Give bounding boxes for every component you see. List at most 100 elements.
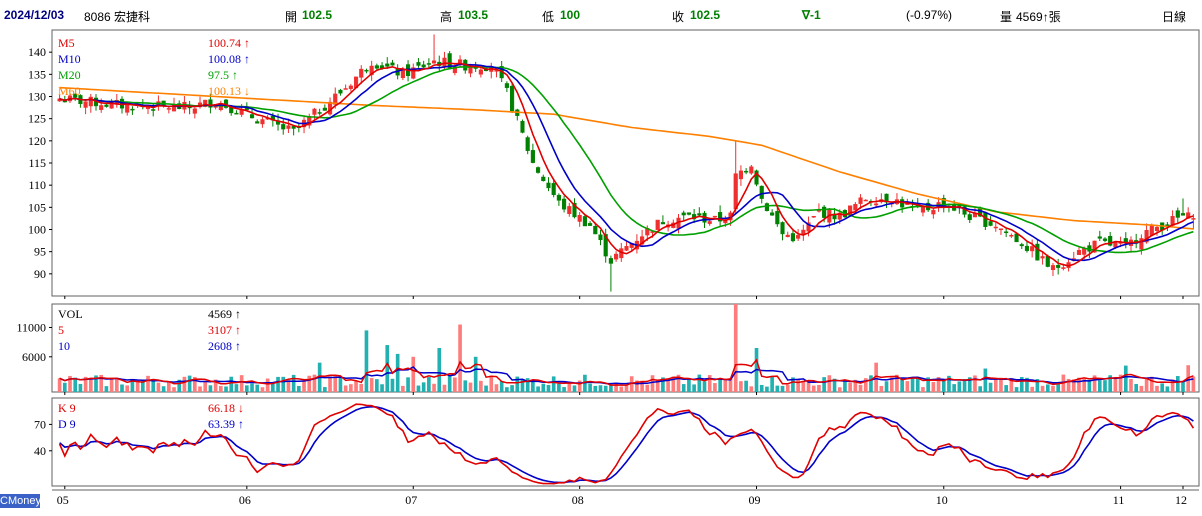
volume-bar <box>863 378 868 392</box>
price-tick-label: 120 <box>28 134 46 148</box>
volume-bar <box>765 386 769 392</box>
volume-bar <box>967 377 972 392</box>
candle-body <box>1024 245 1030 251</box>
candle-body <box>88 96 93 107</box>
volume-bar <box>853 379 858 392</box>
volume-bar <box>1144 378 1149 392</box>
volume-bar <box>182 376 187 392</box>
candle-body <box>510 85 515 112</box>
candle-body <box>608 258 613 264</box>
volume-bar <box>718 378 722 392</box>
candle-body <box>582 216 587 227</box>
volume-bar <box>73 377 78 392</box>
volume-bar <box>1170 379 1175 392</box>
volume-bar <box>525 378 530 392</box>
volume-bar <box>354 380 358 392</box>
volume-bar <box>962 379 967 392</box>
volume-bar <box>1113 377 1118 392</box>
candle-body <box>603 234 608 257</box>
legend-m60: M60 <box>58 84 81 98</box>
price-tick-label: 90 <box>34 267 46 281</box>
kd-legend-value-1: 63.39 ↑ <box>208 417 244 431</box>
volume-bar <box>463 380 468 392</box>
candle-body <box>785 234 790 238</box>
candle-body <box>1102 238 1108 241</box>
candle-body <box>364 69 369 72</box>
candle-body <box>764 203 769 212</box>
candle-body <box>900 199 905 208</box>
candle-body <box>1030 246 1035 252</box>
low-value: 100 <box>560 8 581 22</box>
volume-bar <box>988 382 993 392</box>
volume-bar <box>114 377 119 392</box>
candle-body <box>338 89 343 94</box>
candle-body <box>718 212 723 222</box>
volume-bar <box>458 324 462 392</box>
volume-bar <box>739 381 743 392</box>
volume-bar <box>161 386 166 392</box>
candle-body <box>712 215 717 218</box>
candle-body <box>286 125 291 129</box>
quote-header: 2024/12/03 8086 宏捷科 開 102.5 高 103.5 低 10… <box>0 0 1202 30</box>
volume-bar <box>1025 377 1029 392</box>
volume-bar <box>229 376 234 392</box>
volume-bar <box>1103 380 1107 392</box>
volume-bar <box>1175 376 1180 392</box>
volume-bar <box>338 377 343 392</box>
candle-body <box>811 215 816 218</box>
month-label-12: 12 <box>1175 493 1187 507</box>
volume-bar <box>905 381 910 392</box>
volume-bar <box>645 384 650 392</box>
candle-body <box>614 253 619 260</box>
volume-bar <box>551 376 556 392</box>
volume-bar <box>364 330 369 392</box>
volume-bar <box>1191 376 1196 392</box>
volume-bar <box>884 381 889 392</box>
ma5-line <box>59 62 1194 267</box>
candle-body <box>1076 250 1082 255</box>
candle-body <box>1035 243 1040 261</box>
volume-bar <box>832 378 837 392</box>
candle-body <box>822 206 827 218</box>
candle-body <box>853 204 858 211</box>
volume-bar <box>999 377 1003 392</box>
volume-bar <box>593 385 598 392</box>
candle-body <box>234 112 239 115</box>
volume-bar <box>557 383 561 392</box>
volume-label: 量 <box>1000 10 1013 24</box>
cmoney-badge[interactable]: CMoney <box>0 494 41 508</box>
volume-bar <box>921 387 925 392</box>
price-tick-label: 140 <box>28 45 46 59</box>
volume-value: 4569↑張 <box>1016 10 1061 24</box>
volume-bar <box>1009 378 1014 392</box>
volume-bar <box>614 383 618 392</box>
volume-bar <box>1149 376 1154 392</box>
candle-body <box>858 197 863 204</box>
candle-body <box>660 222 665 225</box>
volume-bar <box>796 378 800 392</box>
volume-bar <box>156 382 161 392</box>
volume-bar <box>858 384 863 392</box>
volume-bar <box>437 348 442 392</box>
candle-body <box>73 93 78 98</box>
candle-body <box>317 112 322 114</box>
volume-bar <box>234 384 239 392</box>
volume-bar <box>302 381 306 392</box>
volume-bar <box>489 375 494 392</box>
volume-bar <box>546 384 551 392</box>
candle-body <box>931 209 936 215</box>
volume-bar <box>140 380 145 392</box>
volume-bar <box>655 379 660 392</box>
volume-bar <box>473 356 478 392</box>
candle-body <box>291 126 296 129</box>
period-label[interactable]: 日線 <box>1162 10 1187 24</box>
candle-body <box>775 211 780 225</box>
volume-bar <box>1129 378 1133 392</box>
volume-bar <box>1071 379 1076 392</box>
candle-body <box>312 108 317 115</box>
volume-bar <box>687 378 691 392</box>
stock-symbol[interactable]: 8086 宏捷科 <box>84 10 151 24</box>
candle-body <box>426 63 431 65</box>
volume-bar <box>603 385 608 392</box>
price-tick-label: 115 <box>28 156 46 170</box>
